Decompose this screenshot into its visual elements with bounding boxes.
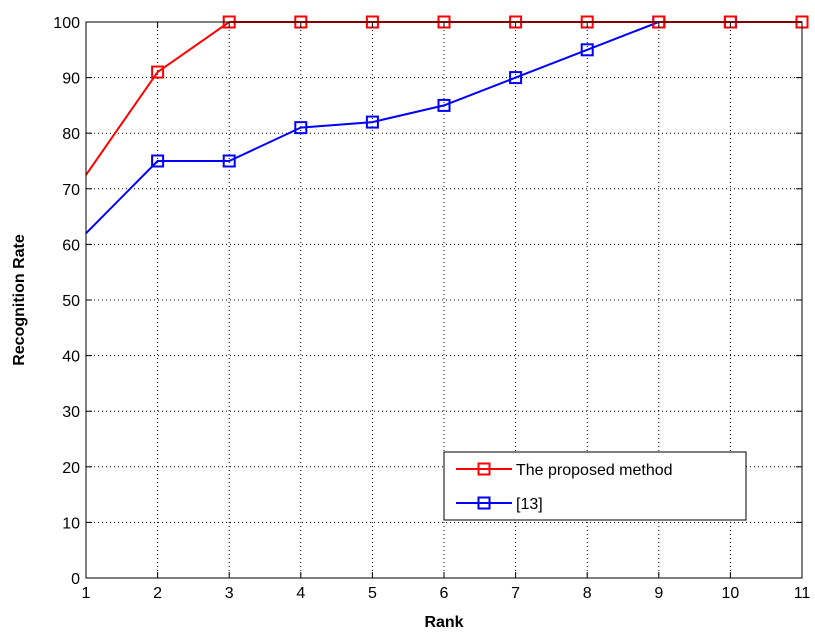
y-tick-label: 0 bbox=[71, 571, 80, 588]
x-tick-label: 10 bbox=[722, 585, 740, 602]
y-tick-label: 50 bbox=[62, 293, 80, 310]
axis-ticks: 1 2 3 4 5 6 7 8 9 10 11 0 10 20 30 40 50 60 70 80 90 100 bbox=[53, 15, 810, 602]
data-point-the-proposed-method bbox=[151, 65, 165, 79]
x-tick-label: 8 bbox=[583, 585, 592, 602]
data-point-13 bbox=[365, 115, 379, 129]
plot-series bbox=[85, 15, 809, 234]
grid bbox=[86, 22, 802, 578]
y-tick-label: 30 bbox=[62, 404, 80, 421]
data-point-13 bbox=[294, 121, 308, 135]
data-point-13 bbox=[580, 43, 594, 57]
x-tick-label: 11 bbox=[794, 585, 811, 602]
x-tick-label: 3 bbox=[225, 585, 234, 602]
x-tick-label: 5 bbox=[368, 585, 377, 602]
x-tick-label: 9 bbox=[654, 585, 663, 602]
x-tick-label: 6 bbox=[440, 585, 449, 602]
legend-box bbox=[443, 451, 747, 521]
legend-entry-13: [13] bbox=[456, 496, 543, 513]
y-tick-label: 100 bbox=[53, 15, 80, 32]
y-tick-label: 10 bbox=[62, 515, 80, 532]
x-tick-label: 4 bbox=[296, 585, 305, 602]
y-tick-label: 80 bbox=[62, 126, 80, 143]
x-tick-label: 2 bbox=[153, 585, 162, 602]
y-tick-label: 40 bbox=[62, 349, 80, 366]
legend-marker-the-proposed-method bbox=[477, 462, 491, 476]
y-tick-label: 90 bbox=[62, 71, 80, 88]
data-point-13 bbox=[509, 71, 523, 85]
series-the-proposed-method bbox=[85, 15, 809, 176]
legend-entry-the-proposed-method: The proposed method bbox=[456, 462, 673, 479]
x-axis-label: Rank bbox=[424, 614, 463, 631]
y-tick-label: 20 bbox=[62, 460, 80, 477]
y-axis-label: Recognition Rate bbox=[11, 234, 28, 366]
legend-label-13: [13] bbox=[516, 496, 543, 513]
series-line-13 bbox=[85, 21, 802, 234]
data-point-13 bbox=[222, 154, 236, 168]
x-tick-label: 7 bbox=[511, 585, 520, 602]
y-tick-label: 60 bbox=[62, 237, 80, 254]
legend: The proposed method [13] bbox=[443, 451, 747, 521]
legend-marker-13 bbox=[477, 496, 491, 510]
data-point-13 bbox=[151, 154, 165, 168]
data-point-13 bbox=[437, 98, 451, 112]
legend-label-the-proposed-method: The proposed method bbox=[516, 462, 673, 479]
y-tick-label: 70 bbox=[62, 182, 80, 199]
series-13 bbox=[85, 15, 809, 234]
x-tick-label: 1 bbox=[82, 585, 91, 602]
